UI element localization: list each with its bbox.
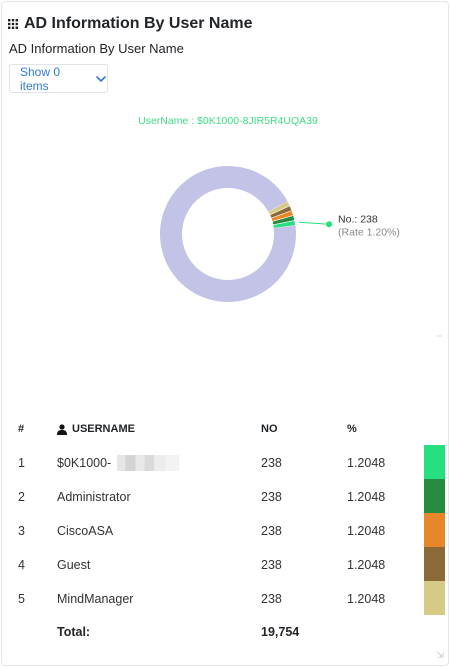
show-items-dropdown[interactable]: Show 0 items (9, 64, 108, 93)
table-footer-row: Total: 19,754 (2, 620, 450, 644)
table-row[interactable]: 4 Guest 238 1.2048 (2, 553, 450, 577)
row-username: MindManager (57, 592, 134, 606)
masked-text (117, 455, 180, 471)
panel-subtitle: AD Information By User Name (9, 41, 184, 56)
row-no: 238 (261, 456, 282, 470)
row-no: 238 (261, 524, 282, 538)
show-items-label: Show 0 items (20, 64, 61, 93)
callout-value: No.: 238 (338, 213, 378, 225)
total-label: Total: (57, 625, 91, 639)
row-index: 3 (18, 524, 25, 538)
row-percent: 1.2048 (347, 592, 386, 606)
color-swatch (424, 479, 445, 513)
callout-dot (326, 221, 333, 228)
row-username: Administrator (57, 490, 131, 504)
color-swatch (424, 513, 445, 547)
row-username: Guest (57, 558, 91, 572)
donut-slice[interactable] (159, 166, 297, 302)
row-percent: 1.2048 (347, 456, 386, 470)
color-swatch (424, 547, 445, 581)
table-row[interactable]: 1 $0K1000- 238 1.2048 (2, 451, 450, 475)
resize-corner-icon[interactable]: ⇲ (436, 650, 444, 660)
row-username: $0K1000- (57, 451, 180, 475)
row-username: CiscoASA (57, 524, 114, 538)
row-index: 4 (18, 558, 25, 572)
row-index: 2 (18, 490, 25, 504)
row-percent: 1.2048 (347, 490, 386, 504)
user-icon (57, 423, 67, 435)
color-swatch (424, 581, 445, 615)
resize-icon[interactable]: ⇔ (435, 330, 444, 340)
header-username[interactable]: USERNAME (57, 417, 135, 441)
table-row[interactable]: 5 MindManager 238 1.2048 (2, 587, 450, 611)
panel-title: AD Information By User Name (24, 15, 253, 32)
table-row[interactable]: 2 Administrator 238 1.2048 (2, 485, 450, 509)
table-header-row: # USERNAME NO % (2, 417, 450, 441)
total-value: 19,754 (261, 625, 300, 639)
header-percent[interactable]: % (347, 423, 357, 435)
chevron-down-icon (95, 73, 107, 85)
header-username-label: USERNAME (72, 423, 135, 435)
color-swatch (424, 445, 445, 479)
table-row[interactable]: 3 CiscoASA 238 1.2048 (2, 519, 450, 543)
chart-callout: No.: 238 (Rate 1.20%) (299, 213, 400, 238)
row-no: 238 (261, 558, 282, 572)
panel-header: AD Information By User Name (8, 14, 253, 34)
chart-title: UserName : $0K1000-8JIR5R4UQA39 (138, 115, 318, 127)
row-percent: 1.2048 (347, 558, 386, 572)
row-index: 5 (18, 592, 25, 606)
row-username-text: $0K1000- (57, 456, 112, 470)
row-percent: 1.2048 (347, 524, 386, 538)
row-no: 238 (261, 592, 282, 606)
donut-chart: UserName : $0K1000-8JIR5R4UQA39 No.: 238… (2, 110, 450, 340)
callout-line (299, 221, 330, 225)
callout-rate: (Rate 1.20%) (338, 226, 400, 238)
row-index: 1 (18, 456, 25, 470)
row-no: 238 (261, 490, 282, 504)
header-no[interactable]: NO (261, 423, 278, 435)
grid-icon (8, 19, 18, 29)
header-index: # (18, 423, 25, 435)
donut-chart-svg: UserName : $0K1000-8JIR5R4UQA39 No.: 238… (138, 115, 400, 302)
